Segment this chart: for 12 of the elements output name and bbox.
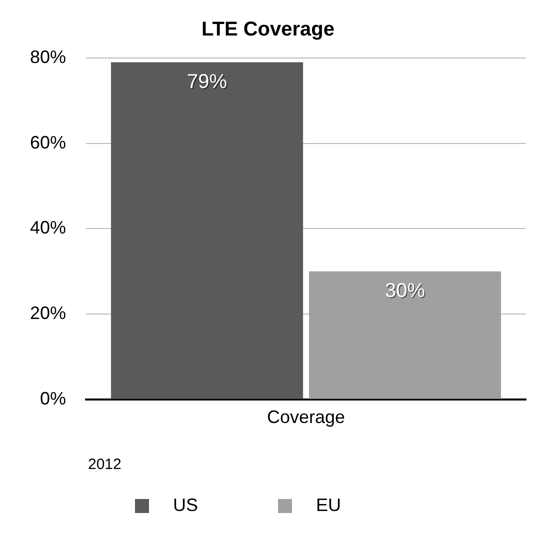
data-label: 79% — [187, 70, 228, 93]
legend-label: US — [158, 494, 258, 515]
y-tick-label: 20% — [30, 303, 66, 324]
chart-title: LTE Coverage — [202, 18, 334, 41]
y-tick-label: 40% — [30, 218, 66, 238]
x-tick-label: Coverage — [266, 407, 346, 428]
data-label: 30% — [384, 280, 426, 302]
text: 2012 — [88, 456, 122, 473]
y-tick-label: 60% — [30, 132, 66, 152]
y-tick-label: 0% — [40, 388, 66, 408]
y-tick-label: 80% — [30, 46, 66, 67]
legend-label: EU — [301, 494, 402, 515]
